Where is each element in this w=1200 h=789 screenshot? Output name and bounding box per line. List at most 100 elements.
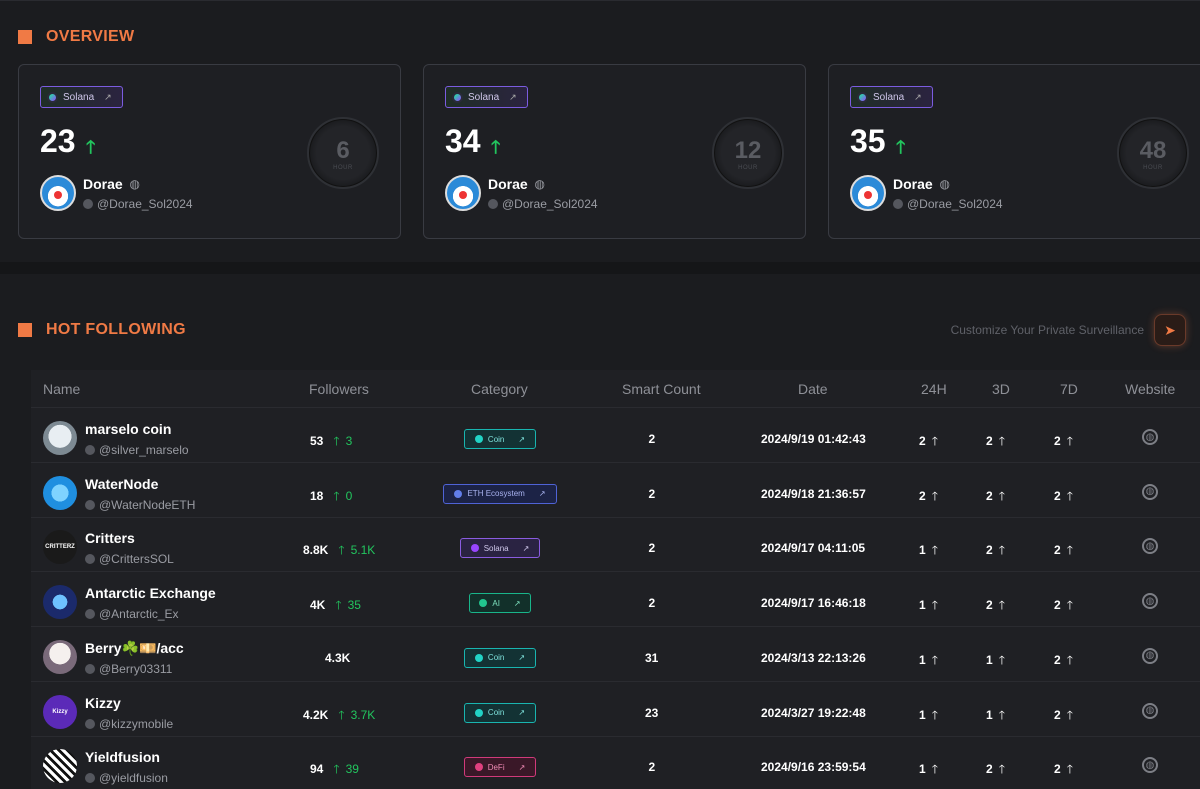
change-24h-value: 1 (919, 762, 926, 777)
user-name[interactable]: Dorae (893, 176, 933, 192)
avatar[interactable] (43, 585, 77, 620)
table-row[interactable]: CRITTERZ Critters @CrittersSOL 8.8K 🡑 5.1K… (31, 518, 1200, 573)
arrow-up-icon: 🡑 (931, 434, 938, 448)
row-handle: @WaterNodeETH (85, 498, 195, 512)
category-tag[interactable]: Coin ↗ (464, 702, 536, 723)
x-logo-icon (488, 199, 498, 209)
avatar[interactable] (850, 175, 886, 211)
table-row[interactable]: marselo coin @silver_marselo 53 🡑 3 Coin ↗ … (31, 409, 1200, 463)
row-date: 2024/9/17 04:11:05 (761, 541, 866, 556)
send-icon[interactable]: ➤ (1154, 314, 1186, 346)
col-website[interactable]: Website (1125, 381, 1176, 397)
col-7d[interactable]: 7D (1060, 381, 1078, 397)
category-tag[interactable]: ETH Ecosystem ↗ (443, 483, 557, 504)
change-3d-value: 1 (986, 707, 993, 722)
avatar[interactable] (43, 421, 77, 455)
table-row[interactable]: WaterNode @WaterNodeETH 18 🡑 0 ETH Ecosyst… (31, 464, 1200, 518)
avatar[interactable]: Kizzy (43, 694, 77, 729)
external-link-icon: ↗ (509, 91, 517, 102)
x-logo-icon (85, 499, 95, 510)
category-chip[interactable]: Solana ↗ (445, 86, 528, 108)
row-date: 2024/9/18 21:36:57 (761, 486, 866, 501)
globe-icon[interactable]: ◍ (129, 177, 140, 191)
col-category[interactable]: Category (471, 381, 528, 397)
globe-icon[interactable]: ◍ (1142, 702, 1158, 719)
category-label: Coin (487, 708, 505, 717)
avatar[interactable] (43, 639, 77, 674)
overview-card[interactable]: Solana ↗ 34 🡑 Dorae ◍ @Dorae_Sol2024 12 H… (423, 64, 806, 239)
chip-label: Solana (873, 91, 905, 103)
change-24h-value: 1 (919, 543, 926, 558)
row-name[interactable]: Kizzy (85, 694, 121, 711)
globe-icon[interactable]: ◍ (534, 177, 545, 191)
col-3d[interactable]: 3D (992, 381, 1010, 397)
row-handle: @kizzymobile (85, 717, 173, 731)
arrow-up-icon: 🡑 (1066, 762, 1073, 777)
row-name[interactable]: marselo coin (85, 421, 172, 437)
category-tag[interactable]: DeFi ↗ (464, 757, 536, 778)
change-7d-value: 2 (1054, 707, 1061, 722)
arrow-up-icon: 🡑 (931, 762, 938, 777)
category-tag[interactable]: Coin ↗ (464, 647, 536, 668)
avatar[interactable] (445, 175, 481, 211)
external-link-icon: ↗ (914, 91, 922, 102)
globe-icon[interactable]: ◍ (1142, 647, 1158, 664)
avatar[interactable] (43, 749, 77, 784)
change-3d: 2 🡑 (986, 541, 1005, 562)
globe-icon[interactable]: ◍ (1142, 757, 1158, 774)
change-7d: 2 🡑 (1054, 760, 1073, 781)
customize-surveillance-label: Customize Your Private Surveillance (950, 323, 1144, 337)
table-header: Name Followers Category Smart Count Date… (31, 370, 1200, 408)
avatar[interactable] (43, 475, 77, 510)
col-name[interactable]: Name (43, 381, 81, 397)
arrow-up-icon: 🡑 (998, 762, 1005, 777)
globe-icon[interactable]: ◍ (1142, 538, 1158, 555)
category-tag[interactable]: Solana ↗ (460, 538, 540, 559)
category-icon (474, 708, 483, 717)
avatar[interactable] (40, 175, 76, 211)
row-name[interactable]: Berry☘️💴/acc (85, 639, 184, 656)
row-name[interactable]: WaterNode (85, 475, 159, 492)
table-row[interactable]: Kizzy Kizzy @kizzymobile 4.2K 🡑 3.7K Coin ↗… (31, 683, 1200, 737)
external-link-icon: ↗ (518, 762, 526, 772)
avatar[interactable]: CRITTERZ (43, 530, 77, 565)
row-name[interactable]: Yieldfusion (85, 749, 160, 766)
overview-title: OVERVIEW (46, 28, 135, 45)
category-tag[interactable]: Coin ↗ (464, 429, 536, 449)
user-name[interactable]: Dorae (83, 176, 123, 192)
table-row[interactable]: Berry☘️💴/acc @Berry03311 4.3K Coin ↗ 31 2… (31, 628, 1200, 682)
x-logo-icon (85, 773, 95, 784)
change-3d-value: 2 (986, 598, 993, 613)
table-row[interactable]: Antarctic Exchange @Antarctic_Ex 4K 🡑 35 A… (31, 573, 1200, 628)
overview-card[interactable]: Solana ↗ 35 🡑 Dorae ◍ @Dorae_Sol2024 48 H… (828, 64, 1200, 239)
category-chip[interactable]: Solana ↗ (850, 86, 933, 108)
followers-delta: 39 (345, 762, 359, 777)
globe-icon[interactable]: ◍ (1142, 429, 1158, 445)
external-link-icon: ↗ (518, 434, 526, 444)
globe-icon[interactable]: ◍ (1142, 593, 1158, 610)
smart-count: 2 (648, 486, 656, 501)
arrow-up-icon: 🡑 (931, 598, 938, 613)
user-name[interactable]: Dorae (488, 176, 528, 192)
col-smart-count[interactable]: Smart Count (622, 381, 701, 397)
handle-text: @Dorae_Sol2024 (97, 197, 193, 211)
overview-card[interactable]: Solana ↗ 23 🡑 Dorae ◍ @Dorae_Sol2024 6 HO… (18, 64, 401, 239)
followers-value: 4.3K (325, 651, 350, 665)
arrow-up-icon: 🡑 (1066, 434, 1073, 448)
x-logo-icon (85, 718, 95, 729)
col-date[interactable]: Date (798, 381, 828, 397)
globe-icon[interactable]: ◍ (939, 177, 950, 191)
category-tag[interactable]: AI ↗ (469, 593, 531, 614)
followers-count: 4.2K (303, 707, 329, 722)
globe-icon[interactable]: ◍ (1142, 483, 1158, 500)
row-name[interactable]: Critters (85, 530, 135, 547)
col-followers[interactable]: Followers (309, 381, 369, 397)
category-chip[interactable]: Solana ↗ (40, 86, 123, 108)
col-24h[interactable]: 24H (921, 381, 947, 397)
table-row[interactable]: Yieldfusion @yieldfusion 94 🡑 39 DeFi ↗ 2 2… (31, 737, 1200, 789)
change-7d: 2 🡑 (1054, 596, 1073, 617)
overview-header: OVERVIEW (18, 28, 134, 46)
followers-count: 4K (310, 598, 326, 613)
row-name[interactable]: Antarctic Exchange (85, 585, 216, 602)
solana-icon (47, 91, 58, 103)
